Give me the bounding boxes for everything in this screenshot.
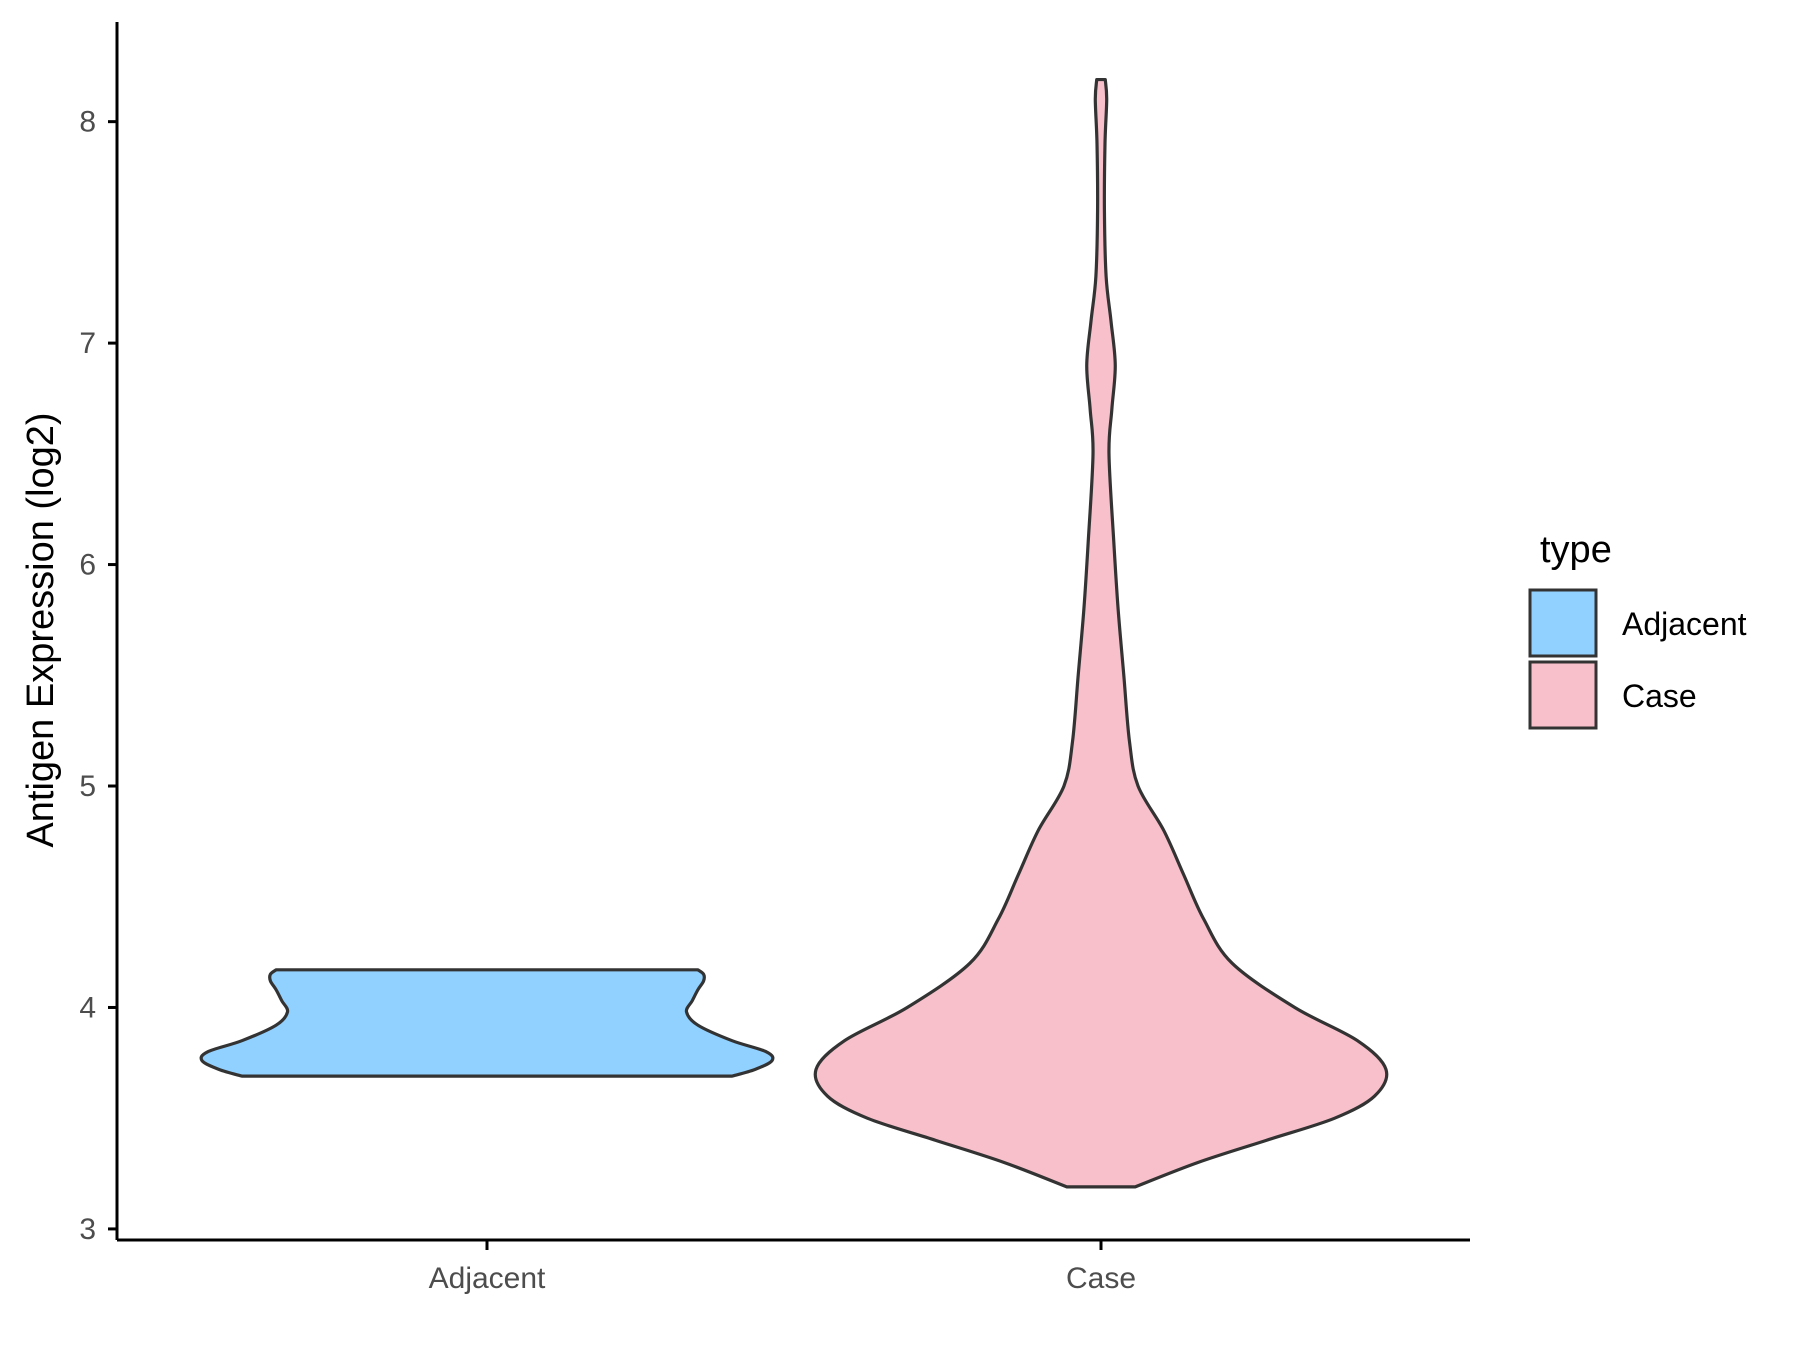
x-tick-label: Case — [1066, 1262, 1136, 1295]
y-tick-label: 6 — [79, 549, 96, 582]
legend: type Adjacent Case — [1528, 529, 1747, 730]
y-axis-title: Antigen Expression (log2) — [20, 412, 62, 847]
x-tick-label: Adjacent — [429, 1262, 546, 1295]
y-tick-label: 4 — [79, 991, 96, 1024]
y-tick-label: 5 — [79, 770, 96, 803]
violin-case — [813, 77, 1389, 1189]
y-tick-label: 8 — [79, 106, 96, 139]
legend-label-case: Case — [1622, 678, 1697, 714]
violins-layer — [199, 77, 1389, 1189]
y-ticks: 3 4 5 6 7 8 — [79, 106, 117, 1246]
y-tick-label: 7 — [79, 327, 96, 360]
x-ticks: Adjacent Case — [429, 1240, 1136, 1295]
legend-swatch-case — [1528, 660, 1598, 730]
legend-title: type — [1540, 529, 1612, 571]
violin-adjacent — [199, 968, 775, 1078]
legend-swatch-adjacent — [1528, 588, 1598, 658]
y-tick-label: 3 — [79, 1213, 96, 1246]
legend-label-adjacent: Adjacent — [1622, 606, 1747, 642]
